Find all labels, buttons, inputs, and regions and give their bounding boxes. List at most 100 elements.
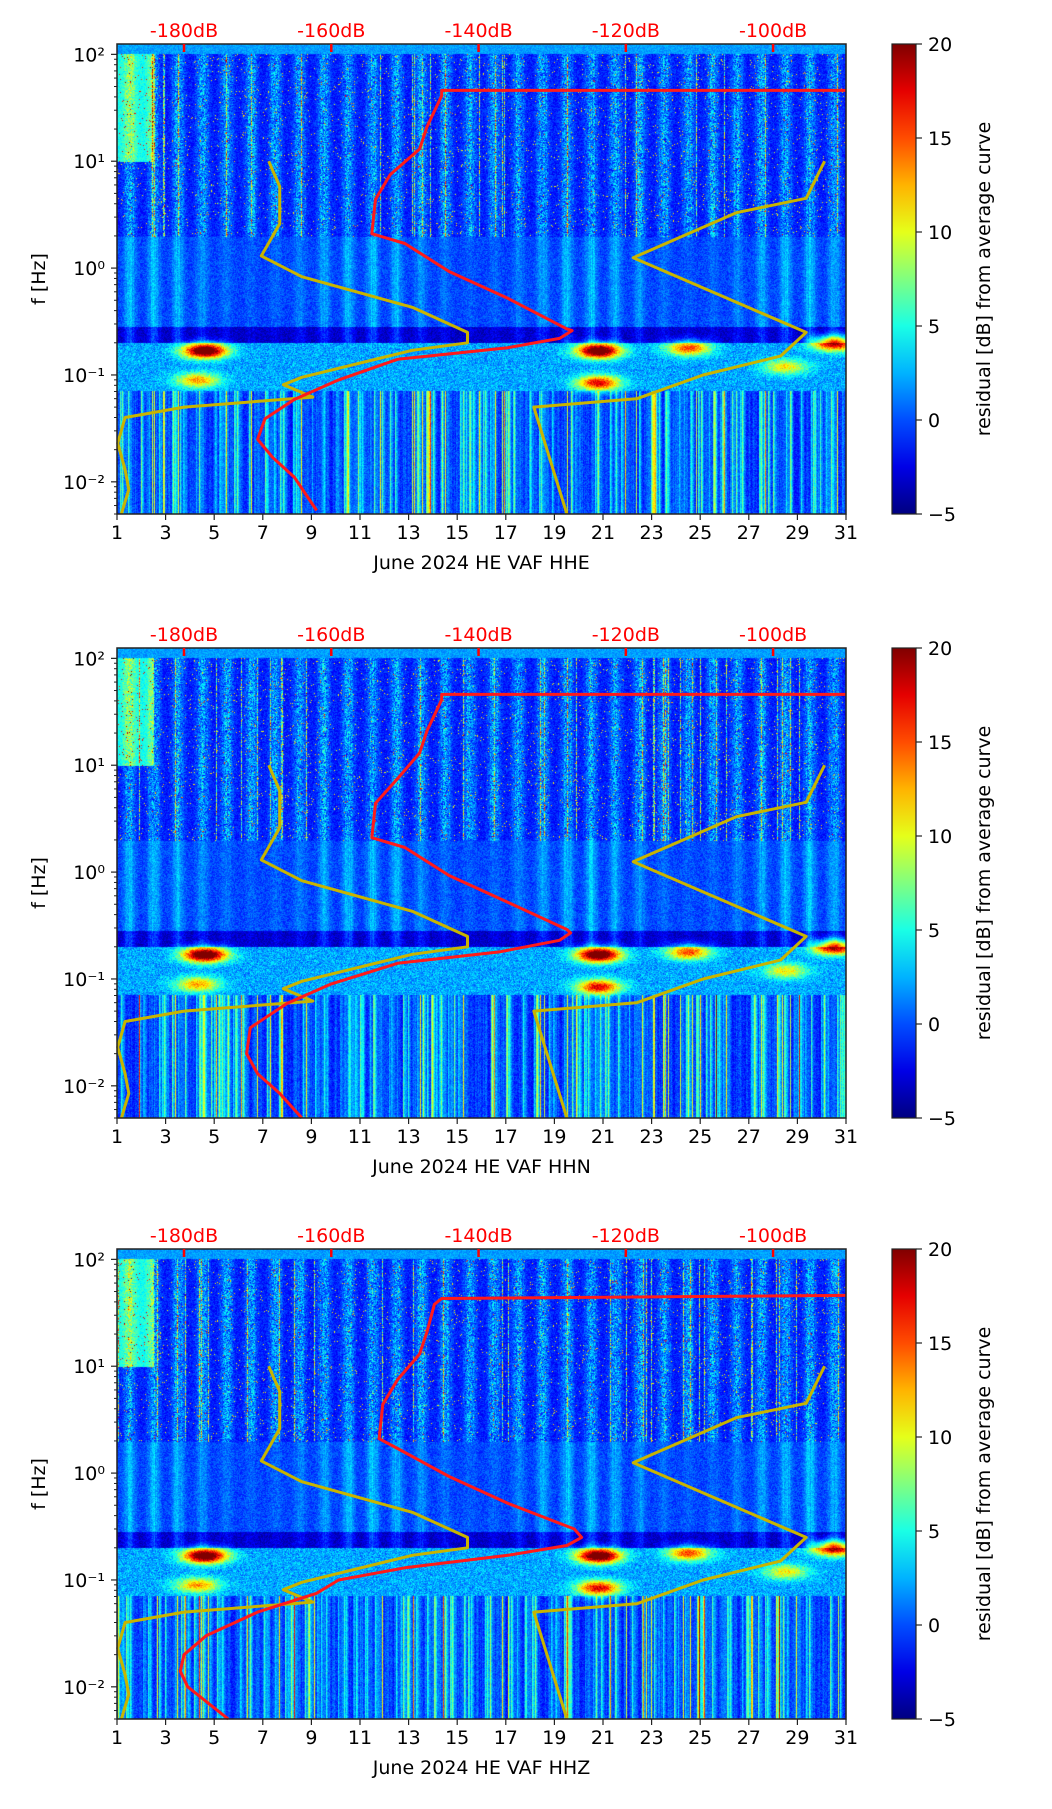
x-tick-label: 27 bbox=[737, 1727, 761, 1749]
x-tick-label: 29 bbox=[785, 522, 809, 544]
x-tick-label: 31 bbox=[834, 1727, 858, 1749]
colorbar-label: residual [dB] from average curve bbox=[973, 1327, 995, 1642]
plot-frame bbox=[116, 43, 847, 515]
x-tick-label: 17 bbox=[494, 1126, 518, 1148]
x-tick-label: 21 bbox=[591, 1126, 615, 1148]
x-tick-label: 3 bbox=[160, 1126, 172, 1148]
x-tick-label: 31 bbox=[834, 1126, 858, 1148]
db-tick-label: -180dB bbox=[150, 1225, 218, 1247]
y-axis-label: f [Hz] bbox=[28, 1458, 50, 1510]
db-tick-label: -160dB bbox=[297, 624, 365, 646]
x-axis-label: June 2024 HE VAF HHZ bbox=[372, 1757, 590, 1779]
x-tick-label: 7 bbox=[257, 522, 269, 544]
mean-psd-curve bbox=[178, 1293, 847, 1721]
x-tick-label: 19 bbox=[542, 1727, 566, 1749]
colorbar-tick-label: 20 bbox=[928, 34, 952, 56]
x-tick-label: 9 bbox=[305, 1126, 317, 1148]
y-tick-label: 10¹ bbox=[73, 755, 105, 777]
x-tick-label: 5 bbox=[208, 522, 220, 544]
y-axis-label: f [Hz] bbox=[28, 253, 50, 305]
colorbar-tick-label: 20 bbox=[928, 1239, 952, 1261]
nlnm-curve bbox=[116, 160, 469, 515]
y-tick-label: 10¹ bbox=[73, 1356, 105, 1378]
db-tick-label: -140dB bbox=[444, 624, 512, 646]
y-tick-label: 10⁰ bbox=[73, 862, 105, 884]
colorbar-tick-label: 10 bbox=[928, 1427, 952, 1449]
colorbar-tick-label: 5 bbox=[928, 1521, 940, 1543]
nlnm-curve bbox=[116, 1365, 469, 1720]
x-tick-label: 3 bbox=[160, 1727, 172, 1749]
y-tick-label: 10¹ bbox=[73, 151, 105, 173]
colorbar-tick-label: 20 bbox=[928, 638, 952, 660]
x-tick-label: 1 bbox=[111, 1126, 123, 1148]
y-tick-label: 10² bbox=[73, 1249, 105, 1271]
x-tick-label: 11 bbox=[348, 1126, 372, 1148]
plot-frame bbox=[116, 1248, 847, 1720]
x-axis-label: June 2024 HE VAF HHN bbox=[371, 1156, 591, 1178]
db-tick-label: -180dB bbox=[150, 20, 218, 42]
x-tick-label: 13 bbox=[397, 522, 421, 544]
nlnm-curve bbox=[116, 764, 469, 1119]
x-tick-label: 27 bbox=[737, 522, 761, 544]
colorbar-tick-label: −5 bbox=[928, 1709, 956, 1731]
x-tick-label: 19 bbox=[542, 522, 566, 544]
x-tick-label: 25 bbox=[688, 522, 712, 544]
colorbar-tick-label: 0 bbox=[928, 410, 940, 432]
x-tick-label: 7 bbox=[257, 1126, 269, 1148]
x-tick-label: 25 bbox=[688, 1126, 712, 1148]
x-tick-label: 29 bbox=[785, 1126, 809, 1148]
x-tick-label: 15 bbox=[445, 522, 469, 544]
spectrogram-3 bbox=[117, 1249, 846, 1719]
x-tick-label: 27 bbox=[737, 1126, 761, 1148]
db-tick-label: -100dB bbox=[739, 20, 807, 42]
colorbar-tick-label: 10 bbox=[928, 826, 952, 848]
y-tick-label: 10⁻¹ bbox=[63, 1570, 105, 1592]
db-tick-label: -160dB bbox=[297, 20, 365, 42]
x-tick-label: 15 bbox=[445, 1126, 469, 1148]
y-tick-label: 10⁻² bbox=[63, 472, 105, 494]
x-tick-label: 9 bbox=[305, 522, 317, 544]
x-tick-label: 31 bbox=[834, 522, 858, 544]
x-axis-label: June 2024 HE VAF HHE bbox=[372, 552, 589, 574]
db-tick-label: -140dB bbox=[444, 20, 512, 42]
x-tick-label: 9 bbox=[305, 1727, 317, 1749]
x-tick-label: 19 bbox=[542, 1126, 566, 1148]
mean-psd-curve bbox=[256, 88, 846, 512]
x-tick-label: 21 bbox=[591, 522, 615, 544]
colorbar-tick-label: 15 bbox=[928, 128, 952, 150]
colorbar-label: residual [dB] from average curve bbox=[973, 122, 995, 437]
colorbar-tick-label: 15 bbox=[928, 732, 952, 754]
plot-frame bbox=[116, 647, 847, 1119]
x-tick-label: 7 bbox=[257, 1727, 269, 1749]
x-tick-label: 5 bbox=[208, 1126, 220, 1148]
x-tick-label: 17 bbox=[494, 522, 518, 544]
y-axis-label: f [Hz] bbox=[28, 857, 50, 909]
db-tick-label: -120dB bbox=[592, 20, 660, 42]
y-tick-label: 10⁻² bbox=[63, 1076, 105, 1098]
y-tick-label: 10⁰ bbox=[73, 258, 105, 280]
x-tick-label: 3 bbox=[160, 522, 172, 544]
db-tick-label: -100dB bbox=[739, 1225, 807, 1247]
spectrogram-2 bbox=[117, 648, 846, 1118]
db-tick-label: -140dB bbox=[444, 1225, 512, 1247]
x-tick-label: 23 bbox=[640, 1727, 664, 1749]
nhnm-curve bbox=[532, 1365, 826, 1720]
db-tick-label: -160dB bbox=[297, 1225, 365, 1247]
x-tick-label: 23 bbox=[640, 522, 664, 544]
y-tick-label: 10² bbox=[73, 648, 105, 670]
x-tick-label: 21 bbox=[591, 1727, 615, 1749]
y-tick-label: 10⁻¹ bbox=[63, 969, 105, 991]
mean-psd-curve bbox=[245, 692, 846, 1120]
db-tick-label: -120dB bbox=[592, 624, 660, 646]
x-tick-label: 1 bbox=[111, 522, 123, 544]
x-tick-label: 1 bbox=[111, 1727, 123, 1749]
nhnm-curve bbox=[532, 764, 826, 1119]
colorbar-tick-label: 5 bbox=[928, 316, 940, 338]
x-tick-label: 29 bbox=[785, 1727, 809, 1749]
x-tick-label: 23 bbox=[640, 1126, 664, 1148]
colorbar-tick-label: 5 bbox=[928, 920, 940, 942]
